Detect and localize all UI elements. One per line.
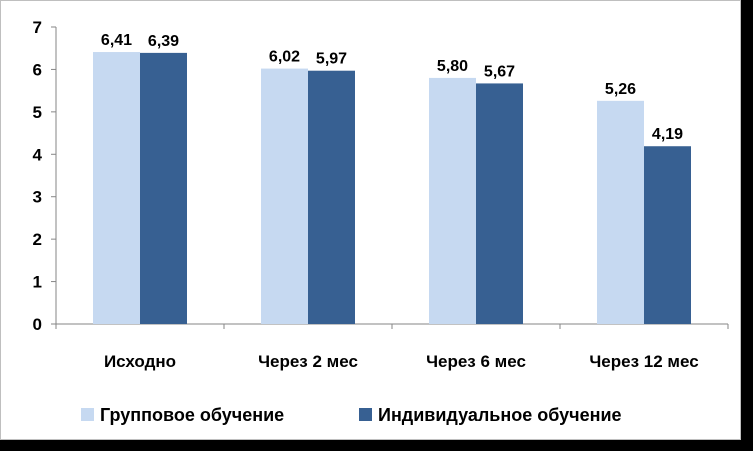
data-label: 5,67 <box>484 63 515 80</box>
y-tick-label: 4 <box>33 145 43 164</box>
data-label: 6,02 <box>269 49 300 66</box>
y-tick-label: 6 <box>33 60 42 79</box>
legend-swatch <box>81 408 94 421</box>
x-category-label: Через 6 мес <box>426 352 526 371</box>
legend-label: Групповое обучение <box>100 405 284 425</box>
legend-swatch <box>359 408 372 421</box>
bar-individual <box>308 70 355 324</box>
data-label: 6,41 <box>101 32 132 49</box>
y-tick-label: 2 <box>33 230 42 249</box>
data-label: 6,39 <box>148 33 179 50</box>
x-category-label: Через 2 мес <box>258 352 358 371</box>
y-tick-label: 1 <box>33 273 42 292</box>
data-label: 4,19 <box>652 126 683 143</box>
bar-individual <box>476 83 523 325</box>
bar-group <box>261 68 308 324</box>
bar-group <box>429 77 476 325</box>
x-category-label: Через 12 мес <box>589 352 698 371</box>
y-tick-label: 5 <box>33 103 42 122</box>
bar-group <box>597 100 644 324</box>
legend-label: Индивидуальное обучение <box>378 405 622 425</box>
bar-individual <box>644 146 691 324</box>
y-tick-label: 7 <box>33 18 42 37</box>
x-category-label: Исходно <box>104 352 176 371</box>
data-label: 5,97 <box>316 51 347 68</box>
data-label: 5,80 <box>437 58 468 75</box>
y-tick-label: 3 <box>33 188 42 207</box>
data-label: 5,26 <box>605 81 636 98</box>
y-tick-label: 0 <box>33 315 42 334</box>
bar-individual <box>140 52 187 324</box>
bar-group <box>93 52 140 324</box>
